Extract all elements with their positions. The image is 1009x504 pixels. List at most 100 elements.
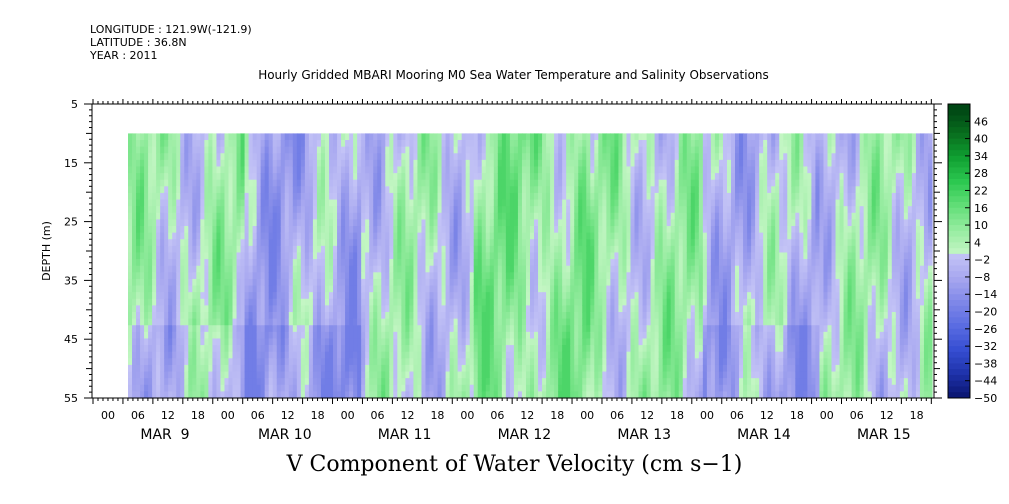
heatmap-cell [449, 146, 455, 154]
heatmap-cell [312, 272, 318, 280]
heatmap-cell [361, 318, 366, 326]
heatmap-cell [393, 153, 398, 161]
heatmap-cell [284, 278, 290, 287]
heatmap-cell [264, 252, 270, 260]
heatmap-cell [425, 298, 431, 306]
heatmap-cell [461, 199, 467, 207]
heatmap-cell [361, 272, 366, 280]
heatmap-cell [570, 305, 575, 313]
heatmap-cell [618, 252, 624, 260]
heatmap-cell [578, 305, 583, 313]
heatmap-cell [292, 351, 298, 359]
heatmap-cell [389, 192, 394, 201]
heatmap-cell [176, 331, 181, 340]
heatmap-cell [525, 232, 531, 240]
heatmap-cell [385, 384, 390, 392]
heatmap-cell [136, 345, 141, 353]
heatmap-cell [212, 278, 218, 287]
heatmap-cell [461, 312, 467, 320]
heatmap-cell [357, 345, 362, 353]
heatmap-cell [558, 345, 563, 353]
heatmap-cell [252, 298, 258, 306]
heatmap-cell [357, 232, 362, 240]
heatmap-cell [236, 331, 242, 340]
heatmap-cell [429, 351, 435, 359]
heatmap-cell [389, 232, 394, 240]
heatmap-cell [337, 206, 342, 214]
heatmap-cell [501, 298, 507, 306]
heatmap-cell [485, 140, 491, 148]
heatmap-cell [570, 219, 575, 227]
heatmap-cell [566, 364, 571, 373]
heatmap-cell [140, 292, 145, 300]
heatmap-cell [252, 384, 258, 392]
heatmap-cell [497, 358, 503, 366]
heatmap-cell [622, 298, 628, 306]
heatmap-cell [220, 206, 226, 214]
heatmap-cell [397, 371, 402, 379]
heatmap-cell [148, 325, 153, 333]
heatmap-cell [618, 331, 624, 340]
heatmap-cell [144, 192, 149, 201]
heatmap-cell [204, 146, 209, 154]
heatmap-cell [365, 226, 370, 234]
heatmap-cell [224, 166, 230, 174]
heatmap-cell [570, 285, 575, 293]
heatmap-cell [505, 206, 511, 214]
heatmap-cell [578, 212, 583, 220]
heatmap-cell [128, 272, 133, 280]
heatmap-cell [421, 345, 427, 353]
heatmap-cell [534, 212, 539, 220]
heatmap-cell [425, 285, 431, 293]
heatmap-cell [136, 325, 141, 333]
heatmap-cell [554, 325, 559, 333]
heatmap-cell [192, 338, 197, 346]
heatmap-cell [284, 298, 290, 306]
heatmap-cell [566, 259, 571, 267]
heatmap-cell [357, 318, 362, 326]
heatmap-cell [260, 192, 266, 201]
heatmap-cell [236, 259, 242, 267]
heatmap-cell [481, 331, 487, 340]
heatmap-cell [493, 239, 499, 247]
heatmap-cell [252, 146, 258, 154]
heatmap-cell [377, 179, 382, 187]
heatmap-cell [204, 325, 209, 333]
heatmap-cell [280, 391, 286, 399]
heatmap-cell [296, 278, 302, 287]
heatmap-cell [268, 206, 274, 214]
heatmap-cell [389, 278, 394, 287]
heatmap-cell [570, 252, 575, 260]
heatmap-cell [200, 166, 205, 174]
heatmap-cell [212, 140, 218, 148]
heatmap-cell [377, 212, 382, 220]
heatmap-cell [505, 159, 511, 168]
heatmap-cell [610, 212, 616, 220]
heatmap-cell [168, 146, 173, 154]
heatmap-cell [401, 179, 406, 187]
heatmap-cell [385, 298, 390, 306]
heatmap-cell [337, 153, 342, 161]
heatmap-cell [152, 298, 157, 306]
heatmap-cell [272, 232, 278, 240]
heatmap-cell [401, 259, 406, 267]
heatmap-cell [168, 298, 173, 306]
heatmap-cell [385, 265, 390, 273]
heatmap-cell [268, 199, 274, 207]
heatmap-cell [530, 305, 535, 313]
heatmap-cell [329, 378, 334, 386]
heatmap-cell [417, 364, 423, 373]
heatmap-cell [365, 159, 370, 168]
heatmap-cell [610, 338, 616, 346]
heatmap-cell [272, 371, 278, 379]
heatmap-cell [385, 325, 390, 333]
heatmap-cell [152, 219, 157, 227]
heatmap-cell [333, 179, 338, 187]
heatmap-cell [465, 146, 471, 154]
heatmap-cell [377, 371, 382, 379]
heatmap-cell [429, 140, 435, 148]
heatmap-cell [570, 318, 575, 326]
heatmap-cell [493, 364, 499, 373]
heatmap-cell [453, 312, 459, 320]
heatmap-cell [493, 292, 499, 300]
